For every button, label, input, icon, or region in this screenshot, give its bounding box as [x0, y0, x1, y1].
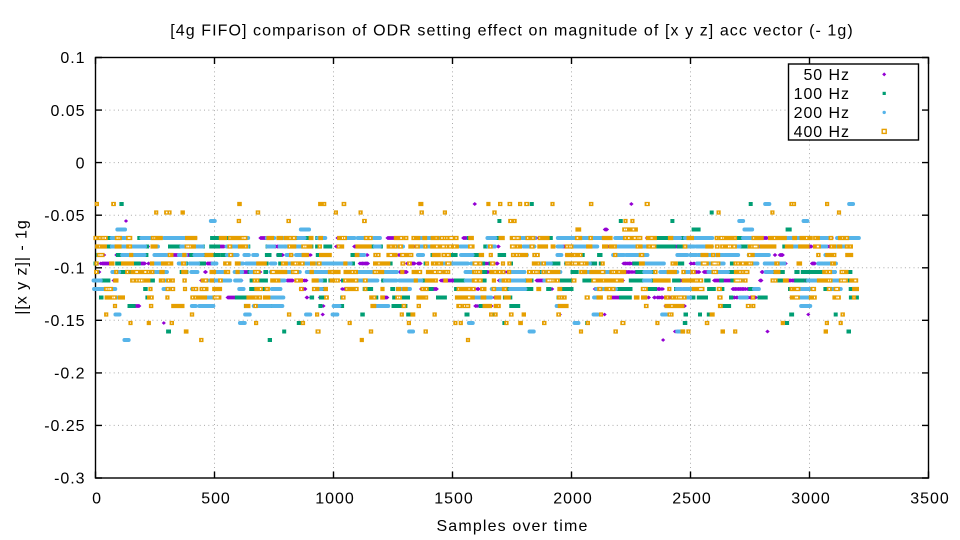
svg-text:-0.3: -0.3	[54, 471, 85, 488]
svg-text:3500: 3500	[910, 490, 949, 507]
svg-text:-0.05: -0.05	[44, 208, 85, 225]
svg-text:2500: 2500	[672, 490, 711, 507]
svg-text:1000: 1000	[315, 490, 354, 507]
svg-text:-0.25: -0.25	[44, 418, 85, 435]
svg-text:0: 0	[92, 490, 102, 507]
svg-text:500: 500	[201, 490, 231, 507]
svg-text:200 Hz: 200 Hz	[794, 105, 850, 122]
svg-text:[4g FIFO] comparison of ODR se: [4g FIFO] comparison of ODR setting effe…	[170, 23, 854, 40]
svg-text:0.1: 0.1	[60, 50, 85, 67]
svg-text:0: 0	[76, 155, 86, 172]
svg-text:Samples over time: Samples over time	[436, 518, 588, 535]
svg-text:-0.1: -0.1	[54, 260, 85, 277]
svg-text:400 Hz: 400 Hz	[794, 124, 850, 141]
svg-text:-0.2: -0.2	[54, 366, 85, 383]
svg-text:2000: 2000	[553, 490, 592, 507]
svg-text:1500: 1500	[434, 490, 473, 507]
svg-text:-0.15: -0.15	[44, 313, 85, 330]
svg-text:0.05: 0.05	[51, 103, 86, 120]
svg-text:|[x y z]| - 1g: |[x y z]| - 1g	[14, 219, 31, 314]
svg-text:3000: 3000	[791, 490, 830, 507]
svg-text:100 Hz: 100 Hz	[794, 86, 850, 103]
svg-text:50 Hz: 50 Hz	[803, 67, 850, 84]
